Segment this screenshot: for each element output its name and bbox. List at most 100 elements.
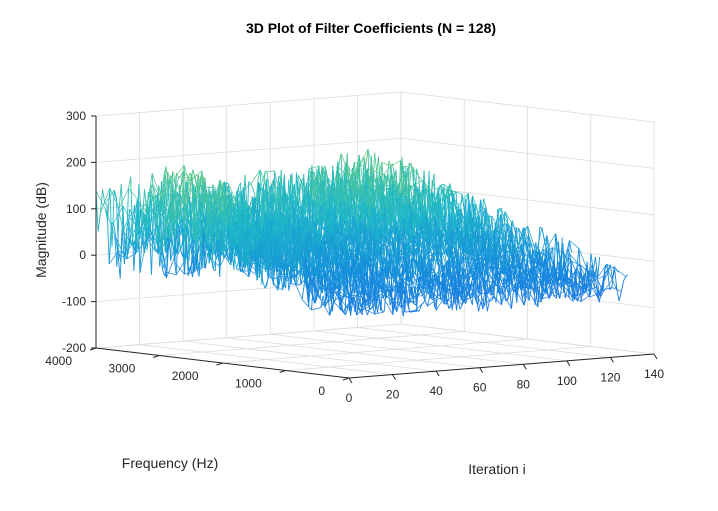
- mesh-segment: [535, 242, 539, 270]
- mesh-segment: [418, 175, 422, 208]
- mesh-segment: [437, 197, 441, 223]
- mesh-segment: [288, 217, 299, 227]
- mesh-segment: [361, 184, 372, 207]
- mesh-segment: [128, 188, 139, 200]
- mesh-segment: [341, 262, 345, 296]
- mesh-segment: [384, 207, 395, 232]
- mesh-segment: [179, 191, 190, 225]
- mesh-segment: [475, 203, 479, 215]
- mesh-segment: [341, 240, 345, 247]
- mesh-segment: [237, 202, 241, 246]
- mesh-segment: [334, 266, 338, 287]
- mesh-segment: [177, 221, 181, 255]
- mesh-segment: [132, 223, 143, 246]
- mesh-segment: [376, 174, 380, 201]
- mesh-segment: [412, 217, 416, 224]
- mesh-segment: [354, 157, 365, 177]
- mesh-segment: [317, 263, 321, 278]
- mesh-segment: [349, 170, 354, 178]
- mesh-segment: [228, 198, 232, 216]
- mesh-segment: [137, 199, 147, 213]
- mesh-segment: [185, 177, 189, 184]
- mesh-segment: [411, 163, 415, 186]
- mesh-segment: [501, 271, 512, 305]
- mesh-segment: [502, 257, 506, 263]
- mesh-segment: [456, 208, 460, 246]
- mesh-segment: [303, 265, 307, 285]
- mesh-segment: [324, 285, 336, 307]
- mesh-segment: [359, 271, 363, 282]
- mesh-segment: [392, 242, 396, 268]
- mesh-segment: [403, 260, 407, 267]
- mesh-segment: [491, 257, 502, 271]
- mesh-segment: [505, 283, 516, 302]
- mesh-segment: [364, 257, 368, 286]
- mesh-segment: [305, 177, 316, 209]
- mesh-segment: [510, 264, 520, 273]
- mesh-segment: [438, 260, 448, 277]
- mesh-segment: [236, 228, 247, 269]
- mesh-segment: [460, 240, 464, 259]
- mesh-segment: [366, 279, 370, 298]
- mesh-segment: [483, 279, 494, 283]
- mesh-segment: [277, 247, 282, 274]
- mesh-segment: [440, 183, 451, 207]
- mesh-segment: [483, 262, 494, 280]
- mesh-segment: [338, 287, 342, 310]
- mesh-segment: [221, 250, 231, 266]
- mesh-segment: [309, 166, 319, 170]
- mesh-segment: [504, 211, 515, 229]
- mesh-segment: [325, 247, 336, 262]
- mesh-segment: [114, 235, 125, 256]
- mesh-segment: [398, 250, 402, 267]
- mesh-segment: [347, 270, 351, 281]
- mesh-segment: [218, 213, 223, 254]
- mesh-segment: [314, 230, 318, 233]
- mesh-segment: [230, 198, 240, 203]
- mesh-segment: [477, 214, 481, 256]
- mesh-segment: [422, 180, 433, 193]
- mesh-segment: [567, 248, 571, 255]
- mesh-segment: [544, 258, 555, 296]
- mesh-segment: [360, 236, 364, 256]
- mesh-segment: [258, 242, 269, 273]
- mesh-segment: [315, 249, 319, 275]
- mesh-segment: [163, 190, 167, 253]
- mesh-segment: [291, 257, 295, 274]
- mesh-segment: [346, 166, 350, 176]
- mesh-segment: [263, 238, 274, 285]
- mesh-segment: [294, 226, 298, 269]
- mesh-segment: [428, 230, 432, 251]
- mesh-segment: [324, 282, 328, 307]
- mesh-segment: [433, 283, 437, 290]
- mesh-segment: [302, 226, 313, 247]
- mesh-segment: [483, 198, 487, 207]
- mesh-segment: [370, 230, 374, 237]
- mesh-segment: [425, 210, 436, 218]
- mesh-segment: [144, 189, 148, 213]
- mesh-segment: [118, 184, 122, 209]
- mesh-segment: [328, 177, 338, 183]
- mesh-segment: [139, 223, 143, 234]
- mesh-segment: [314, 277, 318, 304]
- mesh-segment: [420, 205, 424, 216]
- mesh-segment: [450, 201, 461, 211]
- mesh-segment: [366, 192, 370, 205]
- mesh-segment: [382, 282, 386, 298]
- mesh-segment: [443, 223, 447, 253]
- mesh-segment: [435, 252, 439, 263]
- mesh-segment: [450, 201, 454, 227]
- mesh-segment: [439, 282, 450, 291]
- mesh-segment: [307, 230, 311, 267]
- mesh-segment: [289, 233, 293, 275]
- mesh-segment: [232, 210, 236, 250]
- mesh-segment: [540, 274, 550, 276]
- mesh-segment: [328, 243, 339, 247]
- mesh-segment: [395, 284, 399, 292]
- mesh-segment: [111, 190, 115, 248]
- mesh-segment: [564, 289, 568, 299]
- mesh-segment: [553, 281, 557, 294]
- mesh-segment: [164, 272, 168, 277]
- mesh-segment: [385, 268, 396, 278]
- mesh-segment: [343, 242, 347, 263]
